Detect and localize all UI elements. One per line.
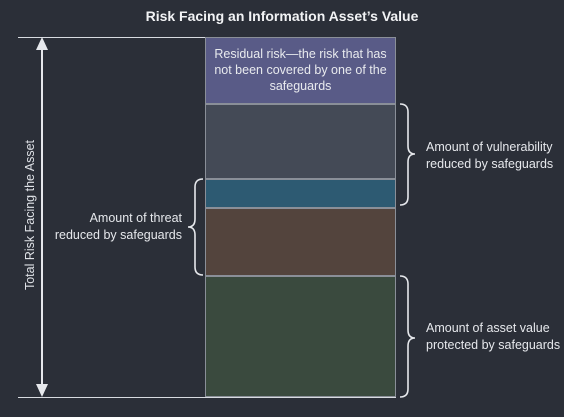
vulnerability-box — [205, 104, 396, 179]
diagram-title: Risk Facing an Information Asset’s Value — [145, 8, 419, 24]
vulnerability-label: Amount of vulnerability reduced by safeg… — [426, 140, 554, 171]
threat-brace — [187, 178, 204, 276]
bottom-reference-line — [18, 397, 396, 398]
residual-risk-box — [205, 37, 396, 104]
total-risk-label: Total Risk Facing the Asset — [23, 139, 37, 291]
total-risk-arrow — [36, 37, 48, 397]
overlap-box — [205, 179, 396, 208]
residual-risk-label: Residual risk—the risk that has not been… — [214, 47, 387, 93]
asset-value-label: Amount of asset value protected by safeg… — [426, 321, 561, 352]
asset-value-brace — [399, 275, 416, 398]
threat-label: Amount of threat reduced by safeguards — [54, 211, 182, 242]
threat-box — [205, 208, 396, 276]
asset-value-box — [205, 276, 396, 397]
vulnerability-brace — [399, 103, 416, 206]
